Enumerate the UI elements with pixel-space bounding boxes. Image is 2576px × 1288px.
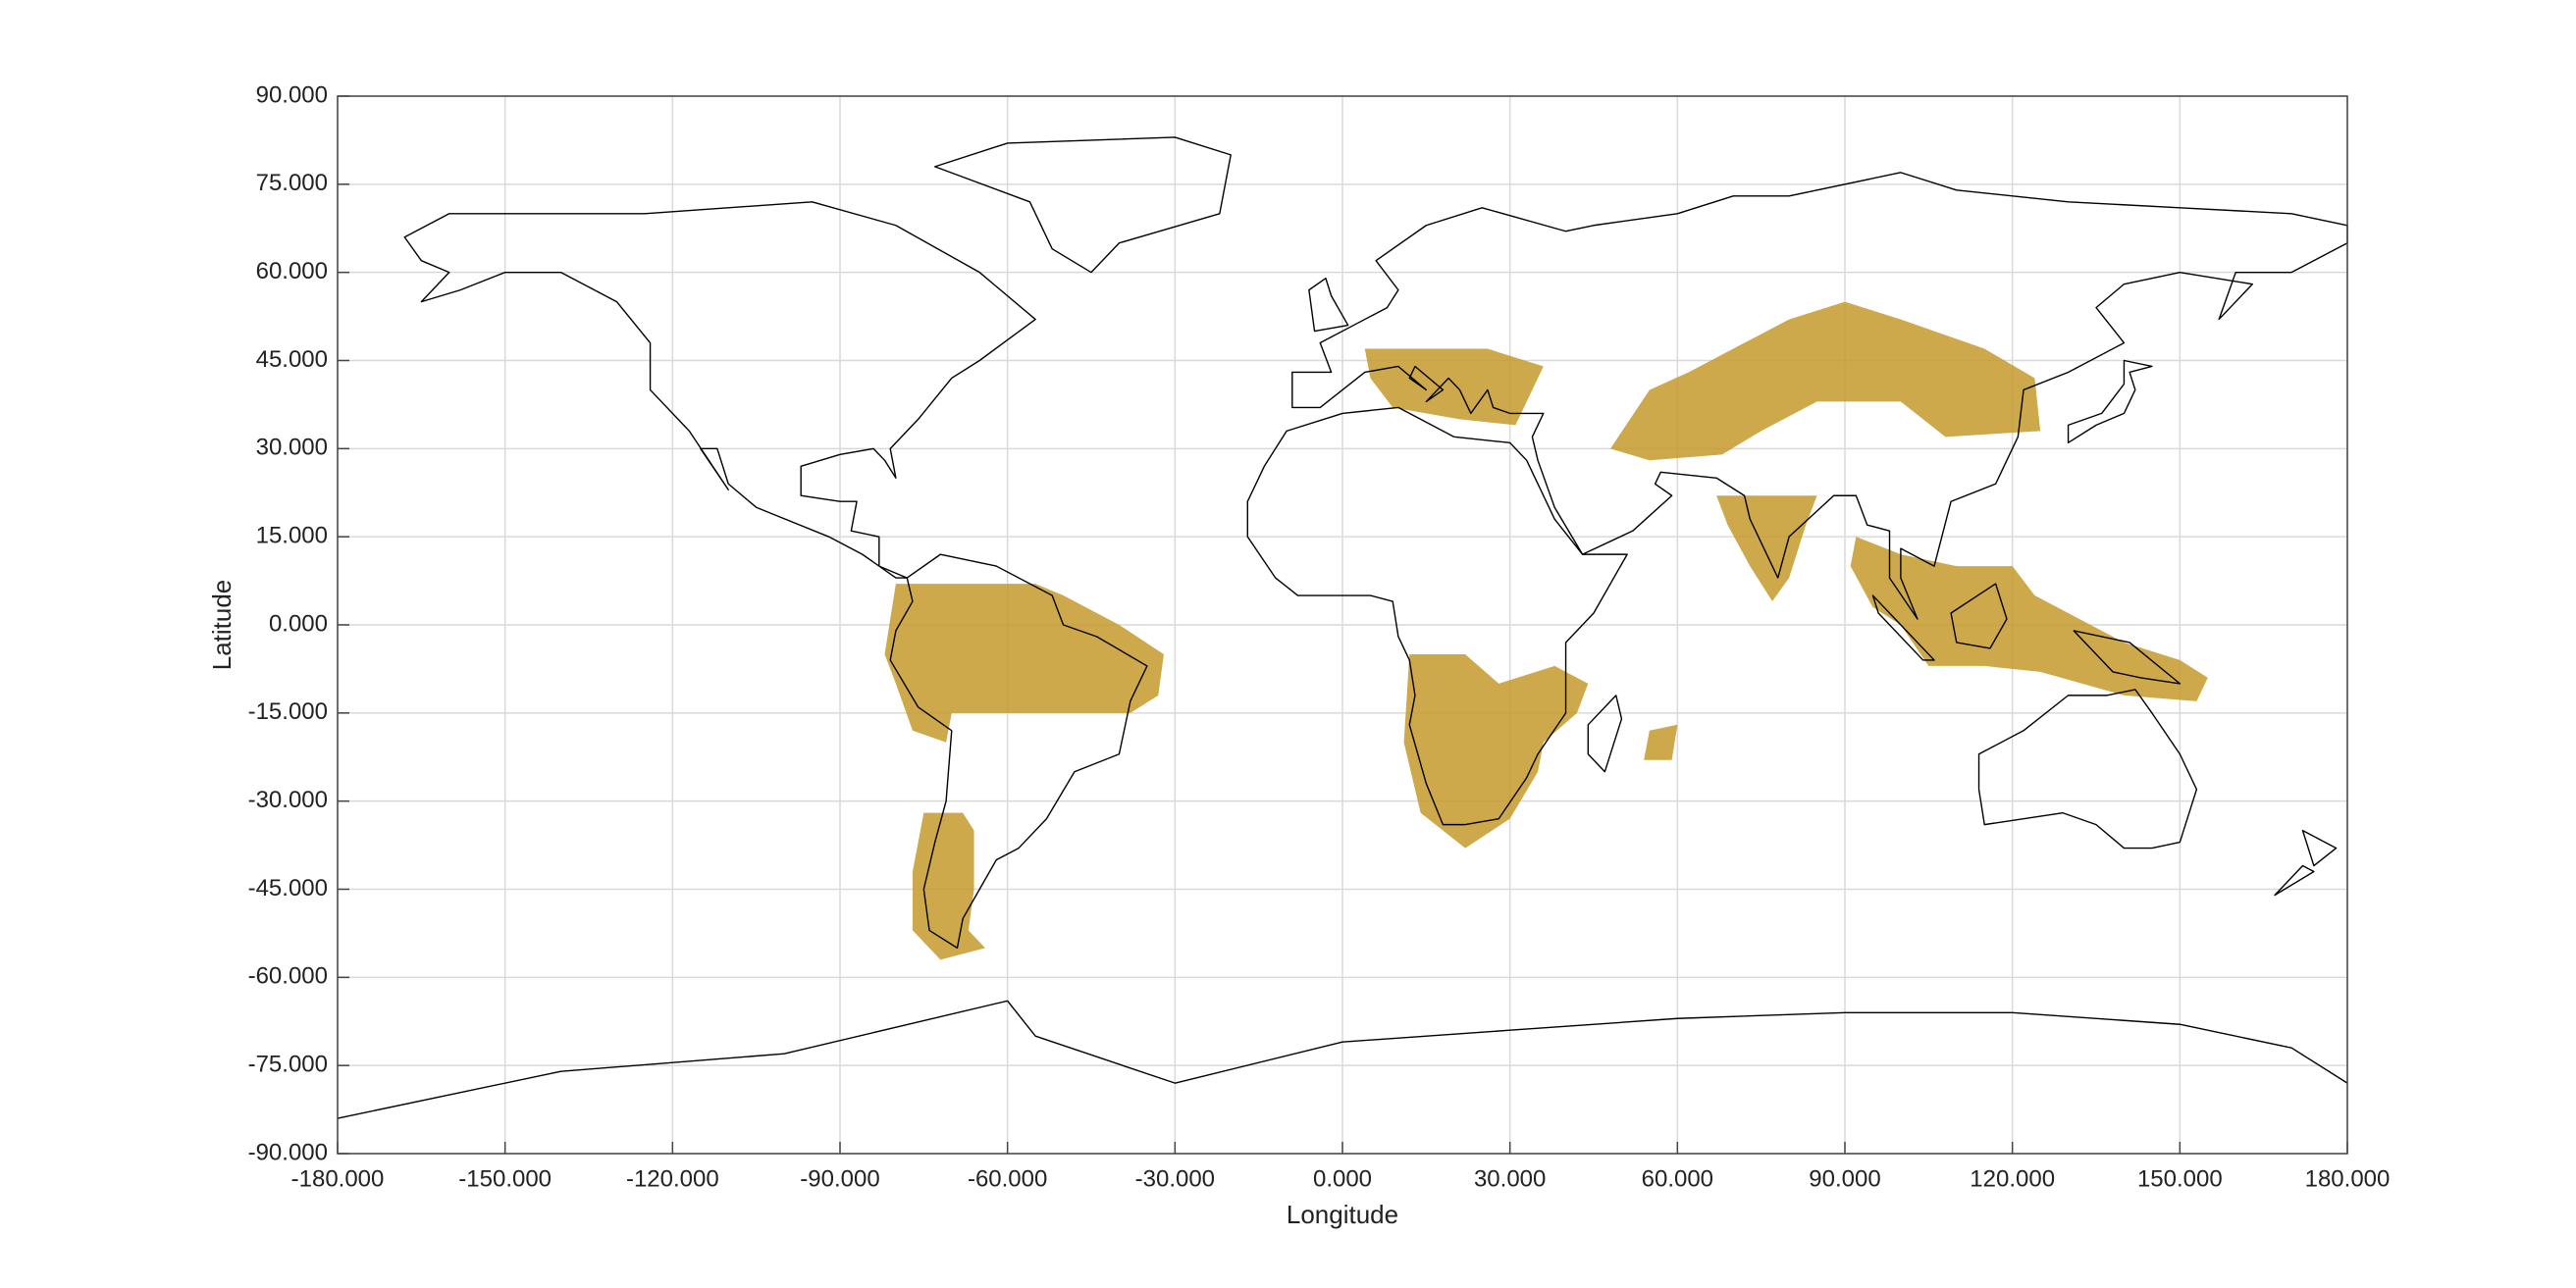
- x-tick-label: -90.000: [800, 1165, 879, 1192]
- x-tick-label: 150.000: [2137, 1165, 2223, 1192]
- coastline: [1292, 173, 2347, 619]
- y-tick-label: 60.000: [256, 258, 328, 284]
- coastlines: [338, 137, 2347, 1118]
- y-tick-label: -60.000: [248, 963, 328, 990]
- y-tick-label: 30.000: [256, 435, 328, 461]
- region: [1644, 724, 1678, 760]
- x-tick-label: 0.000: [1313, 1165, 1372, 1192]
- region: [1716, 495, 1817, 602]
- coastline: [935, 137, 1232, 273]
- y-tick-label: 45.000: [256, 346, 328, 373]
- y-tick-label: -45.000: [248, 875, 328, 902]
- coastline: [404, 202, 1035, 578]
- x-tick-label: 90.000: [1809, 1165, 1880, 1192]
- region: [1364, 348, 1544, 426]
- coastline: [2275, 831, 2337, 896]
- x-tick-label: 180.000: [2305, 1165, 2391, 1192]
- coastline: [890, 554, 1147, 948]
- coastline: [338, 1001, 2347, 1118]
- region: [1850, 537, 2208, 701]
- y-tick-label: -90.000: [248, 1139, 328, 1165]
- coastline: [1247, 407, 1627, 824]
- y-tick-label: 90.000: [256, 81, 328, 108]
- map-layer: [338, 137, 2347, 1118]
- x-tick-label: -30.000: [1135, 1165, 1215, 1192]
- x-tick-label: 30.000: [1474, 1165, 1546, 1192]
- y-axis-label: Latitude: [207, 580, 237, 671]
- region: [1403, 653, 1589, 849]
- y-tick-label: -15.000: [248, 698, 328, 725]
- y-tick-label: 75.000: [256, 170, 328, 196]
- x-axis-label: Longitude: [1287, 1200, 1398, 1229]
- y-tick-label: -75.000: [248, 1052, 328, 1078]
- x-tick-label: 120.000: [1970, 1165, 2055, 1192]
- coastline: [1588, 696, 1621, 772]
- y-tick-label: 0.000: [269, 610, 328, 637]
- footprints: [884, 301, 2208, 960]
- coastline: [1872, 584, 2180, 684]
- region: [1610, 301, 2041, 461]
- coastline: [2069, 361, 2152, 443]
- x-tick-label: -120.000: [626, 1165, 719, 1192]
- x-tick-label: -180.000: [291, 1165, 385, 1192]
- x-tick-label: -150.000: [458, 1165, 552, 1192]
- y-tick-label: 15.000: [256, 523, 328, 549]
- coastline: [1979, 690, 2197, 849]
- region: [884, 584, 1164, 743]
- x-tick-label: -60.000: [968, 1165, 1047, 1192]
- coastline: [1309, 279, 1348, 332]
- x-tick-label: 60.000: [1642, 1165, 1713, 1192]
- y-tick-label: -30.000: [248, 787, 328, 813]
- region: [912, 812, 985, 960]
